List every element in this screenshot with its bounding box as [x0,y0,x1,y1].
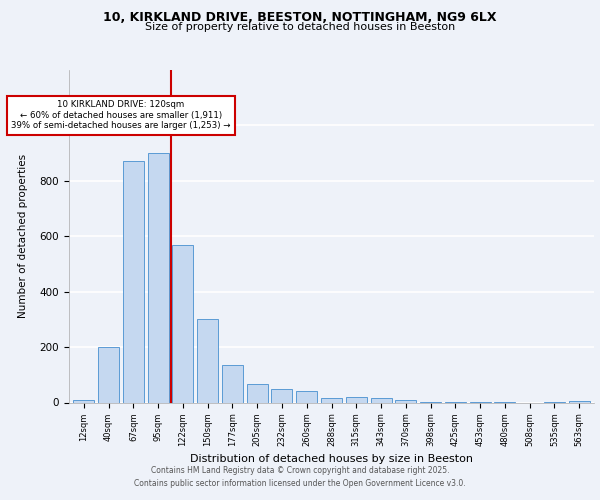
Bar [271,388,292,402]
Text: Size of property relative to detached houses in Beeston: Size of property relative to detached ho… [145,22,455,32]
Bar [569,401,590,402]
Bar [296,391,317,402]
Bar [247,384,268,402]
X-axis label: Distribution of detached houses by size in Beeston: Distribution of detached houses by size … [190,454,473,464]
Text: 10 KIRKLAND DRIVE: 120sqm
← 60% of detached houses are smaller (1,911)
39% of se: 10 KIRKLAND DRIVE: 120sqm ← 60% of detac… [11,100,231,130]
Bar [371,398,392,402]
Bar [73,400,94,402]
Text: 10, KIRKLAND DRIVE, BEESTON, NOTTINGHAM, NG9 6LX: 10, KIRKLAND DRIVE, BEESTON, NOTTINGHAM,… [103,11,497,24]
Bar [98,347,119,403]
Text: Contains HM Land Registry data © Crown copyright and database right 2025.
Contai: Contains HM Land Registry data © Crown c… [134,466,466,487]
Bar [123,162,144,402]
Y-axis label: Number of detached properties: Number of detached properties [17,154,28,318]
Bar [197,320,218,402]
Bar [172,244,193,402]
Bar [346,397,367,402]
Bar [395,400,416,402]
Bar [148,153,169,402]
Bar [222,365,243,403]
Bar [321,398,342,402]
